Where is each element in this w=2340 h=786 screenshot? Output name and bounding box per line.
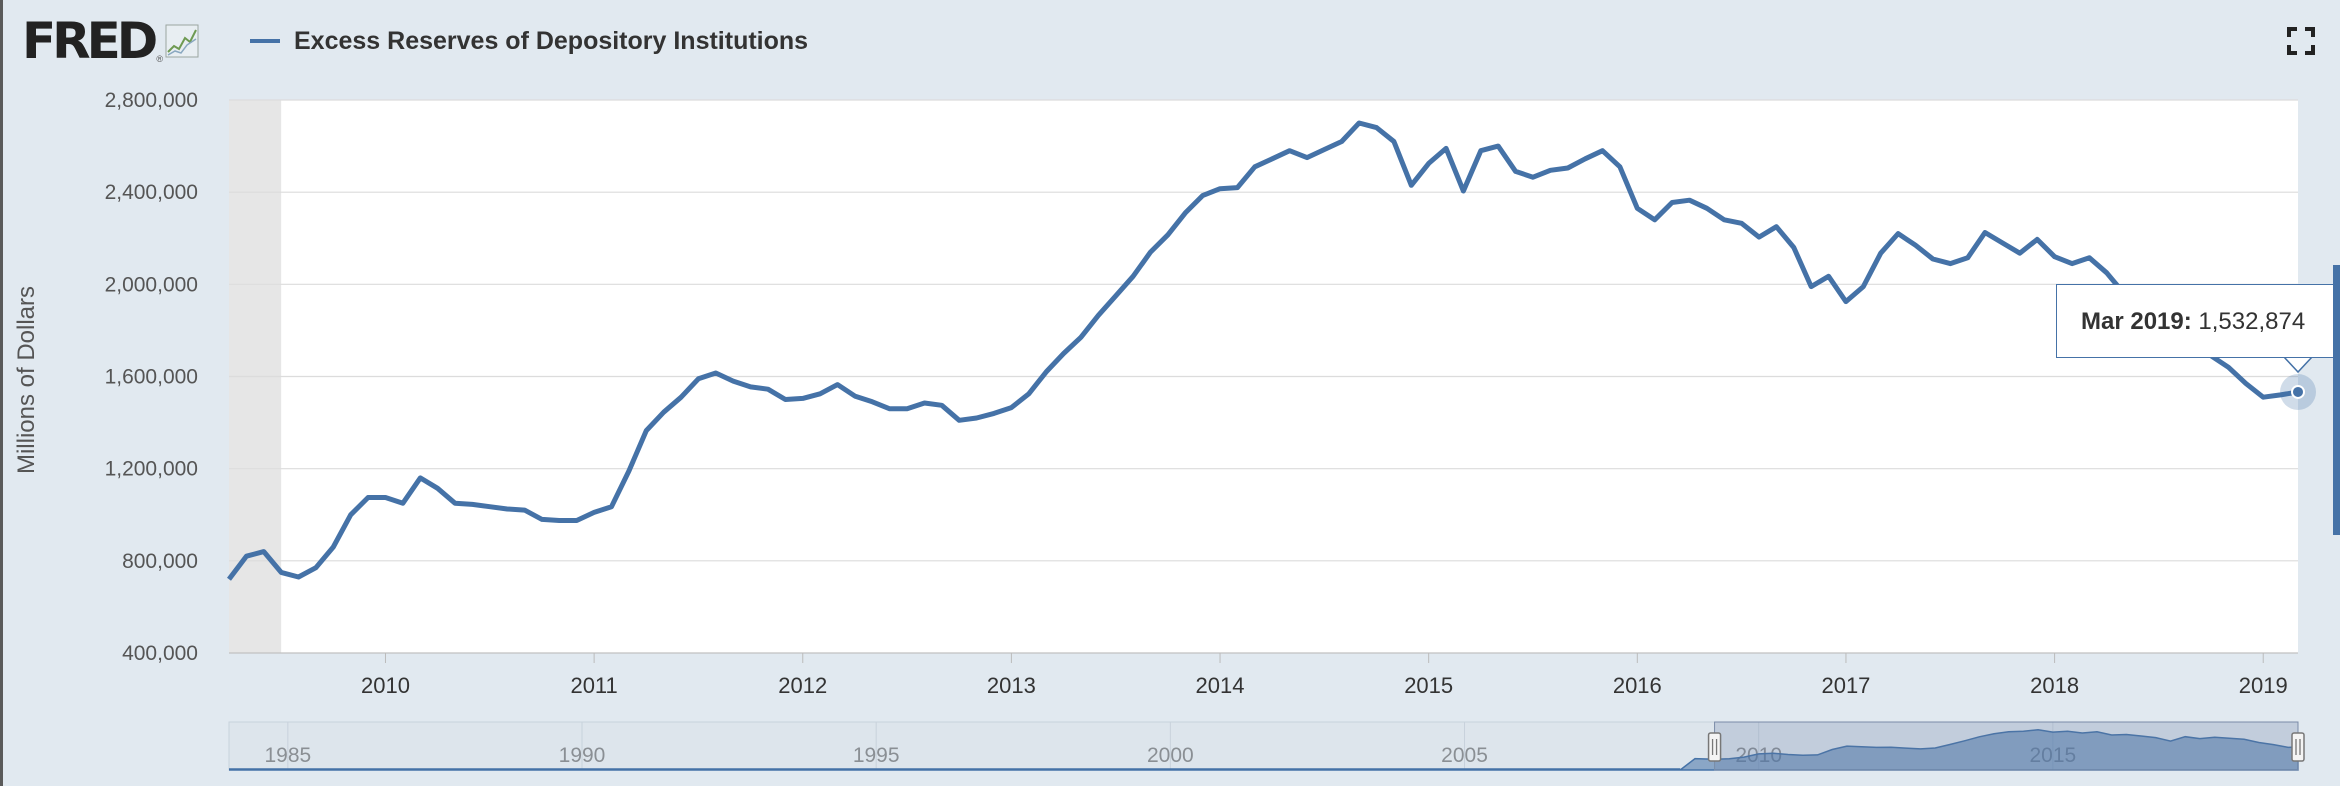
y-tick-label: 2,400,000 <box>105 181 198 204</box>
x-tick-label: 2015 <box>1404 673 1453 698</box>
navigator-selection[interactable] <box>1714 721 2299 771</box>
fred-logo[interactable]: FRED ® <box>22 14 199 68</box>
navigator-tick-label: 2000 <box>1147 744 1194 767</box>
x-tick-label: 2010 <box>361 673 410 698</box>
navigator-layer: 1985199019952000200520102015 <box>228 721 2305 771</box>
navigator-tick-label: 2005 <box>1441 744 1488 767</box>
y-tick-label: 2,000,000 <box>105 273 198 296</box>
navigator-right-handle[interactable] <box>2291 732 2305 762</box>
chart-tooltip: Mar 2019: 1,532,874 <box>2056 284 2340 358</box>
x-tick-label: 2016 <box>1613 673 1662 698</box>
x-tick-layer: 2010 2011 2012 2013 2014 2015 2016 2017 2018 2019 <box>361 653 2288 698</box>
right-scrollbar[interactable] <box>2333 265 2340 535</box>
chart-legend: Excess Reserves of Depository Institutio… <box>250 26 808 56</box>
hover-point[interactable] <box>2291 384 2305 399</box>
navigator-left-handle[interactable] <box>1707 732 1722 762</box>
legend-swatch <box>250 39 280 43</box>
tooltip-value: 1,532,874 <box>2198 308 2306 335</box>
x-tick-label: 2011 <box>570 673 617 698</box>
navigator-tick-label: 1990 <box>559 744 606 767</box>
x-tick-label: 2019 <box>2239 673 2288 698</box>
y-tick-layer: 400,000 800,000 1,200,000 1,600,000 2,000,00… <box>105 89 198 665</box>
navigator-tick-label: 1995 <box>853 744 900 767</box>
tooltip-date: Mar 2019: <box>2081 308 2192 335</box>
left-border <box>0 0 3 786</box>
y-tick-label: 800,000 <box>122 550 198 573</box>
grid-layer <box>229 99 2298 654</box>
y-tick-label: 1,600,000 <box>105 366 198 389</box>
y-axis-title: Millions of Dollars <box>14 286 40 474</box>
registered-mark: ® <box>156 54 163 64</box>
fullscreen-icon[interactable] <box>2286 26 2316 56</box>
x-tick-label: 2013 <box>987 673 1036 698</box>
x-tick-label: 2012 <box>778 673 827 698</box>
x-tick-label: 2018 <box>2030 673 2079 698</box>
x-tick-label: 2014 <box>1196 673 1245 698</box>
line-graph-icon <box>165 24 199 58</box>
y-tick-label: 400,000 <box>122 642 198 665</box>
navigator-tick-label: 1985 <box>264 744 311 767</box>
legend-label: Excess Reserves of Depository Institutio… <box>294 26 809 55</box>
y-tick-label: 2,800,000 <box>105 89 198 112</box>
y-axis-title-wrap: Millions of Dollars <box>13 180 54 580</box>
y-axis-title-svg: Millions of Dollars <box>13 286 40 474</box>
navigator-series-area <box>229 729 2299 771</box>
y-tick-label: 1,200,000 <box>105 458 198 481</box>
series-line[interactable] <box>227 120 2299 581</box>
series-layer <box>227 120 2316 581</box>
x-tick-label: 2017 <box>1821 673 1870 698</box>
fred-logo-text: FRED <box>22 12 158 70</box>
